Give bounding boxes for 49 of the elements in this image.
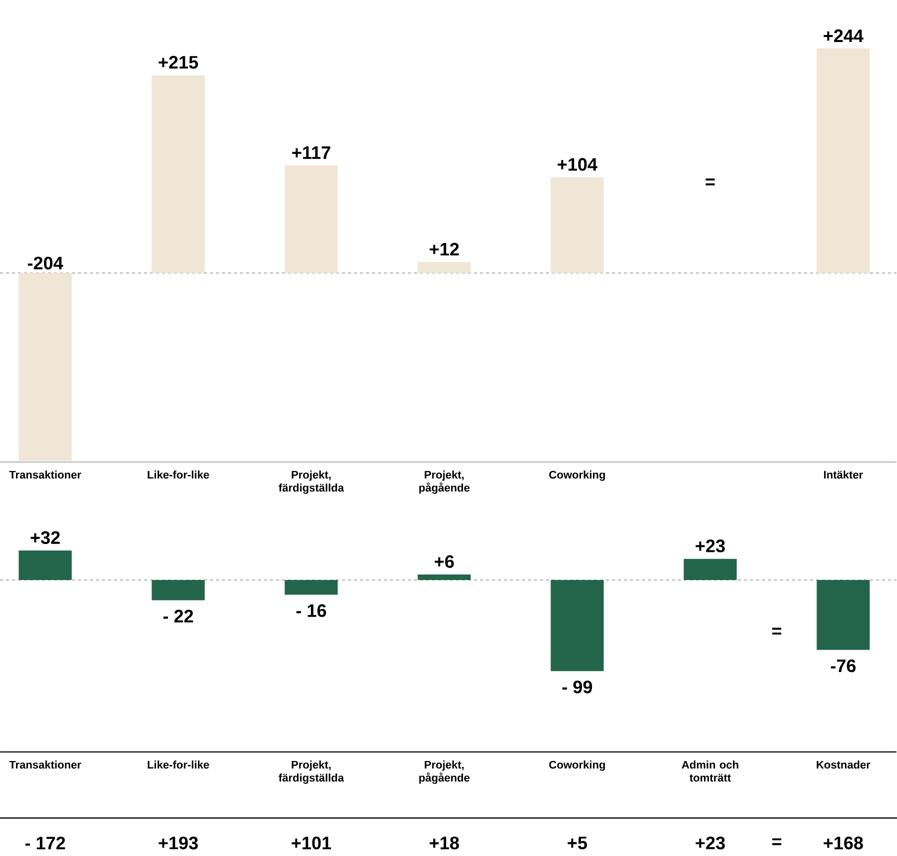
data-label: - 172	[25, 836, 65, 850]
data-label: +23	[696, 540, 725, 552]
bar	[284, 165, 338, 273]
data-label: - 99	[562, 680, 592, 694]
x-tick-label: Transaktioner	[9, 470, 82, 479]
x-tick-label: Coworking	[549, 760, 605, 771]
bar	[550, 580, 604, 672]
data-label: +18	[430, 836, 459, 850]
bar	[18, 550, 72, 580]
x-tick-label: Coworking	[549, 470, 605, 481]
data-label: +5	[568, 836, 587, 850]
data-label: +101	[292, 836, 331, 850]
annotation: =	[772, 628, 782, 635]
bar	[550, 177, 604, 273]
text: =	[772, 838, 782, 846]
data-label: +32	[30, 531, 60, 544]
data-label: - 16	[296, 604, 326, 617]
x-tick-label: Projekt, färdigställda	[278, 760, 344, 784]
x-tick-label: Like-for-like	[148, 470, 210, 479]
bar	[816, 48, 870, 273]
data-label: +117	[292, 146, 330, 159]
bar	[152, 580, 205, 600]
x-tick-label: Intäkter	[824, 470, 863, 479]
x-tick-label: Transaktioner	[9, 760, 82, 769]
data-label: +104	[558, 158, 598, 171]
annotation: =	[706, 178, 715, 186]
data-label: +6	[434, 555, 454, 568]
data-label: -204	[28, 256, 64, 270]
x-tick-label: Projekt, pågående	[419, 470, 470, 494]
bar	[18, 272, 72, 461]
bar	[418, 262, 471, 273]
bar	[684, 558, 737, 580]
data-label: - 22	[163, 610, 193, 622]
x-tick-label: Kostnader	[816, 760, 870, 769]
x-tick-label: Projekt, färdigställda	[278, 470, 344, 494]
x-tick-label: Projekt, pågående	[419, 760, 470, 784]
data-label: +193	[158, 836, 198, 850]
bar	[284, 580, 338, 595]
data-label: +168	[824, 836, 863, 850]
data-label: +12	[430, 242, 459, 256]
x-tick-label: Admin och tomträtt	[682, 760, 738, 782]
data-label: +215	[158, 56, 198, 69]
data-label: +244	[824, 29, 864, 42]
data-label: -76	[830, 659, 856, 672]
bar	[152, 75, 205, 273]
bar	[816, 580, 870, 650]
data-label: +23	[696, 836, 725, 850]
bar	[418, 574, 471, 580]
x-tick-label: Like-for-like	[148, 760, 210, 769]
